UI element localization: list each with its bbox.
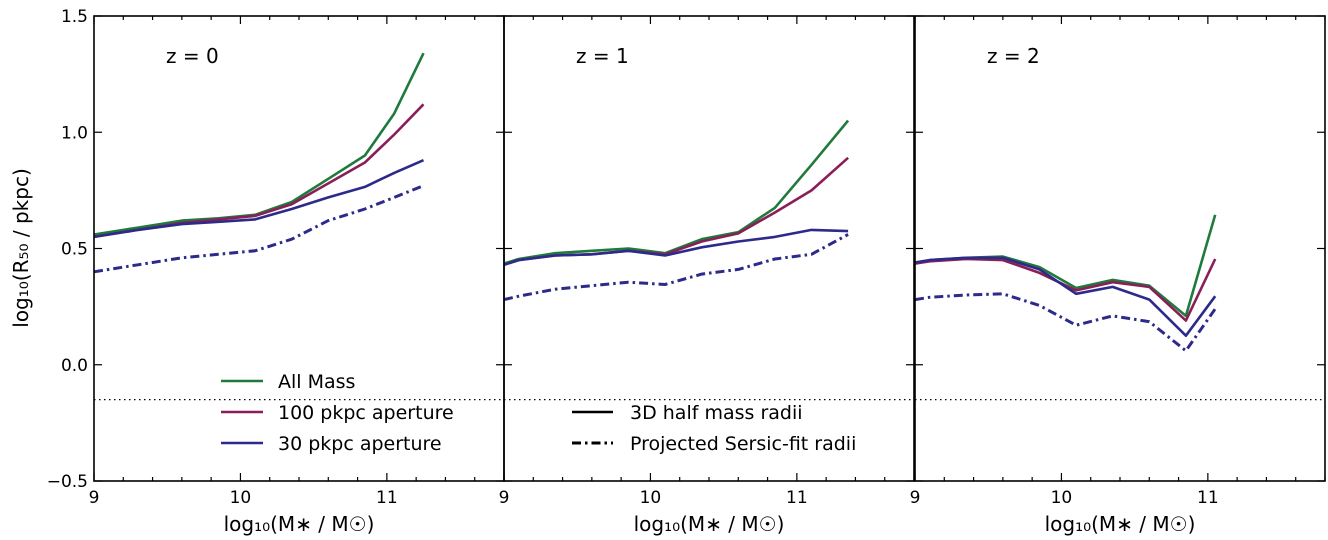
legend-label-all_mass: All Mass [278,371,355,393]
legend-label-aperture_100: 100 pkpc aperture [278,402,454,424]
series-aperture_100-solid [93,103,425,239]
panel-2: 9 10 11 z = 1 log₁₀(M∗ / M☉) [499,15,915,536]
x-tick-label: 10 [640,488,662,508]
x-tick-label: 10 [230,488,252,508]
y-tick-label: 1.0 [61,123,88,143]
series-aperture_100-solid [914,257,1217,322]
series-aperture_30-solid [914,256,1217,338]
x-tick-label: 10 [1051,488,1073,508]
x-axis-label: log₁₀(M∗ / M☉) [634,512,785,536]
series-aperture_30-dashdot [93,184,425,274]
panel-label: z = 0 [166,44,219,68]
y-tick-label: 0.5 [61,240,88,260]
x-tick-label: 9 [89,488,100,508]
series-all_mass-solid [93,52,425,236]
legend-style: 3D half mass radii Projected Sersic-fit r… [572,402,856,455]
x-tick-label: 9 [910,488,921,508]
series-all_mass-solid [914,214,1217,318]
panels: 9 10 11 −0.5 0.0 0.5 1.0 1.5 z = 0 log₁₀(M∗ / M☉)… [47,7,1326,536]
x-tick-label: 11 [376,488,398,508]
legends: All Mass 100 pkpc aperture 30 pkpc apertur… [221,371,856,455]
y-axis-label: log₁₀(R₅₀ / pkpc) [9,168,33,327]
panel-frame [914,15,1326,482]
x-tick-label: 11 [1197,488,1219,508]
series-aperture_30-dashdot [914,292,1217,353]
series-aperture_30-dashdot [503,233,849,302]
legend-label-dashdot: Projected Sersic-fit radii [630,433,856,455]
series-aperture_30-solid [503,228,849,267]
x-tick-label: 11 [786,488,808,508]
y-tick-label: 0.0 [61,356,88,376]
legend-label-aperture_30: 30 pkpc aperture [278,433,442,455]
x-axis-label: log₁₀(M∗ / M☉) [224,512,375,536]
series-aperture_30-solid [93,159,425,239]
y-tick-label: 1.5 [61,7,88,27]
panel-label: z = 1 [576,44,629,68]
x-axis-label: log₁₀(M∗ / M☉) [1045,512,1196,536]
panel-1: 9 10 11 −0.5 0.0 0.5 1.0 1.5 z = 0 log₁₀(M∗ / M☉) [47,7,505,536]
x-tick-label: 9 [499,488,510,508]
legend-color: All Mass 100 pkpc aperture 30 pkpc apertur… [221,371,454,455]
series-all_mass-solid [503,119,850,265]
legend-label-solid: 3D half mass radii [630,402,803,424]
panel-label: z = 2 [987,44,1040,68]
panel-3: 9 10 11 z = 2 log₁₀(M∗ / M☉) [910,15,1326,536]
y-tick-label: −0.5 [47,472,88,492]
